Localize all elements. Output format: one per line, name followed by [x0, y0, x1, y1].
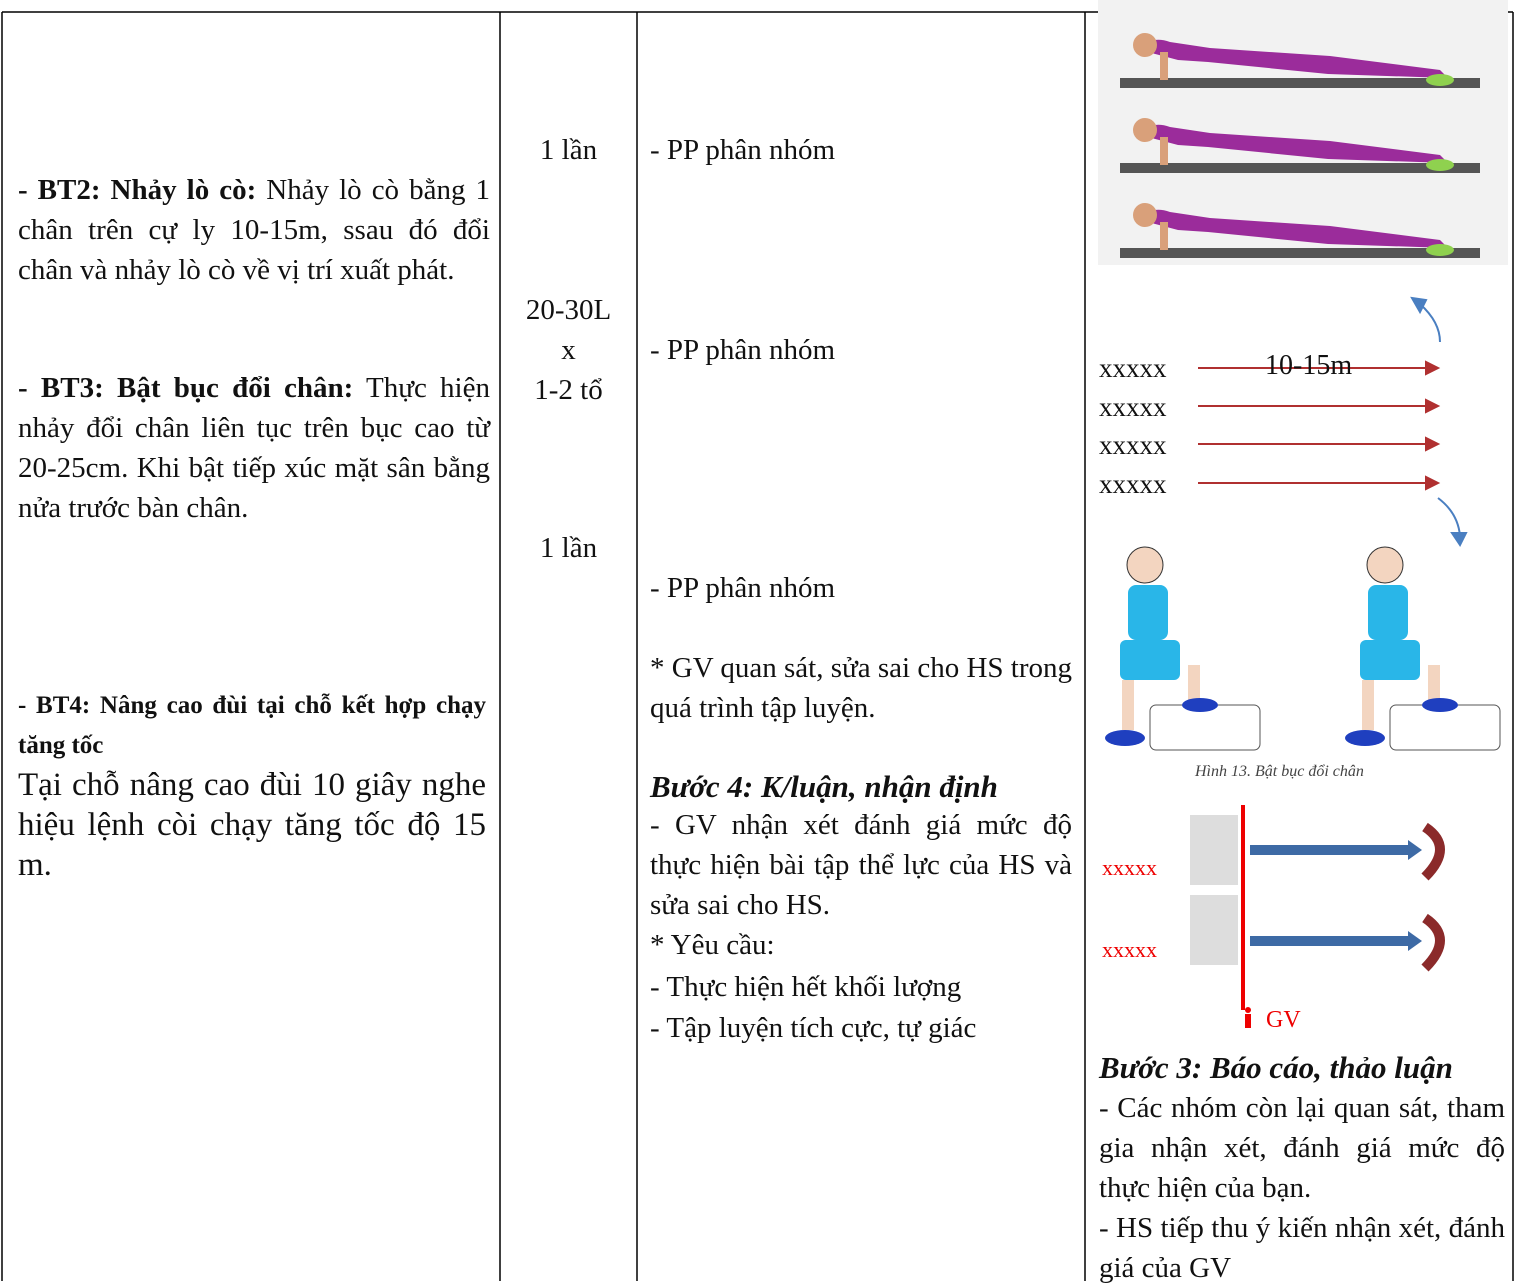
pushup-image — [1098, 0, 1508, 265]
formation-row: xxxxx — [1099, 469, 1167, 499]
step-title: Bước 3: Báo cáo, thảo luận — [1099, 1050, 1453, 1085]
group-label: xxxxx — [1102, 937, 1157, 962]
step-line: - Các nhóm còn lại quan sát, tham gia nh… — [1099, 1092, 1505, 1204]
dosage: 1 lần — [539, 134, 598, 166]
method: - PP phân nhóm — [650, 572, 836, 604]
hop-arrows — [1198, 360, 1441, 491]
step-line: - Thực hiện hết khối lượng — [650, 971, 962, 1003]
distance-label: 10-15m — [1265, 350, 1353, 381]
exercise-bt4: - BT4: Nâng cao đùi tại chỗ kết hợp chạy… — [18, 686, 486, 766]
step-image — [1105, 546, 1501, 751]
dosage: x — [561, 334, 576, 366]
step-line: * Yêu cầu: — [650, 929, 775, 961]
teacher-label: GV — [1266, 1007, 1301, 1033]
exercise-title: - BT3: Bật bục đổi chân: — [18, 372, 354, 404]
exercise-bt2: - BT2: Nhảy lò cò: Nhảy lò cò bằng 1 châ… — [18, 170, 490, 290]
exercise-bt3: - BT3: Bật bục đổi chân: Thực hiện nhảy … — [18, 368, 490, 528]
step-text: - GV nhận xét đánh giá mức độ thực hiện … — [650, 809, 1072, 921]
dosage: 1-2 tổ — [534, 374, 603, 406]
exercise-title: - BT4: Nâng cao đùi tại chỗ kết hợp chạy… — [18, 692, 486, 759]
step-title: Bước 4: K/luận, nhận định — [650, 769, 998, 804]
exercise-text: Nhảy lò cò bằng 1 chân trên cự ly 10-15m… — [18, 174, 490, 286]
formation-row: xxxxx — [1099, 392, 1167, 422]
method-note: * GV quan sát, sửa sai cho HS trong quá … — [650, 652, 1072, 724]
group-label: xxxxx — [1102, 855, 1157, 880]
exercise-text: Thực hiện nhảy đổi chân liên tục trên bụ… — [18, 372, 490, 524]
exercise-title: - BT2: Nhảy lò cò: — [18, 174, 257, 206]
step-line: - HS tiếp thu ý kiến nhận xét, đánh giá … — [1099, 1212, 1505, 1284]
method: - PP phân nhóm — [650, 334, 836, 366]
turn-arrows — [1410, 296, 1468, 547]
image-caption: Hình 13. Bật bục đổi chân — [1195, 763, 1364, 780]
exercise-text: Tại chỗ nâng cao đùi 10 giây nghe hiệu l… — [18, 767, 486, 883]
sprint-diagram — [1190, 805, 1445, 1028]
dosage: 1 lần — [539, 532, 598, 564]
formation-row: xxxxx — [1099, 430, 1167, 460]
method: - PP phân nhóm — [650, 134, 836, 166]
formation-row: xxxxx — [1099, 353, 1167, 383]
step-line: - Tập luyện tích cực, tự giác — [650, 1012, 977, 1044]
dosage: 20-30L — [525, 294, 612, 326]
